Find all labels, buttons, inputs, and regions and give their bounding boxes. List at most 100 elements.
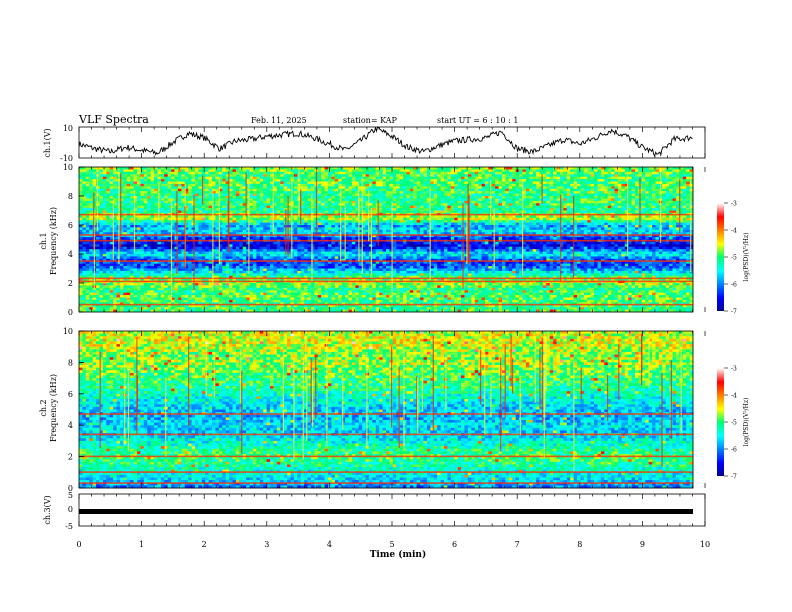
ch1-spectrogram-cell	[342, 196, 346, 199]
ch1-spectrogram-cell	[222, 167, 226, 170]
ch1-spectrogram-cell	[171, 174, 175, 177]
ch1-spectrogram-cell	[396, 191, 400, 194]
ch1-spectrogram-cell	[557, 230, 561, 233]
ch1-spectrogram-cell	[662, 174, 666, 177]
ch1-spectrogram-cell	[649, 230, 653, 233]
ch1-spectrogram-cell	[615, 167, 619, 170]
ch1-spectrogram-cell	[130, 186, 134, 189]
ch1-spectrogram-cell	[280, 225, 284, 228]
ch1-spectrogram-cell	[99, 223, 103, 226]
ch1-spectrogram-cell	[389, 177, 393, 180]
ch1-spectrogram-cell	[444, 172, 448, 175]
ch1-spectrogram-cell	[284, 167, 288, 170]
ch1-spectrogram-cell	[611, 220, 615, 223]
ch1-spectrogram-cell	[277, 201, 281, 204]
ch1-spectrogram-cell	[103, 227, 107, 230]
ch1-spectrogram-cell	[243, 220, 247, 223]
ch1-spectrogram-cell	[621, 169, 625, 172]
ch1-spectrogram-cell	[181, 184, 185, 187]
ch1-spectrogram-cell	[417, 179, 421, 182]
ch1-spectrogram-cell	[280, 215, 284, 218]
ch1-spectrogram-cell	[325, 177, 329, 180]
ch1-spectrogram-cell	[536, 208, 540, 211]
ch1-spectrogram-cell	[591, 208, 595, 211]
ch1-spectrogram-cell	[543, 198, 547, 201]
ch1-spectrogram-cell	[611, 179, 615, 182]
ch1-spectrogram-cell	[403, 208, 407, 211]
ch1-spectrogram-cell	[355, 169, 359, 172]
ch1-spectrogram-cell	[529, 223, 533, 226]
ch1-spectrogram-cell	[655, 184, 659, 187]
ch1-spectrogram-cell	[328, 189, 332, 192]
ch1-spectrogram-cell	[557, 194, 561, 197]
ch1-spectrogram-cell	[567, 218, 571, 221]
ch1-spectrogram-cell	[444, 208, 448, 211]
ch1-spectrogram-cell	[396, 177, 400, 180]
ch1-spectrogram-cell	[649, 191, 653, 194]
ch1-spectrogram-cell	[321, 223, 325, 226]
ch1-spectrogram-cell	[662, 191, 666, 194]
ch1-spectrogram-cell	[328, 223, 332, 226]
ch1-spectrogram-cell	[611, 225, 615, 228]
ch1-spectrogram-cell	[454, 196, 458, 199]
ch1-spectrogram-cell	[178, 182, 182, 185]
ch1-spectrogram-cell	[683, 198, 687, 201]
ch1-spectrogram-cell	[376, 177, 380, 180]
ch1-spectrogram-cell	[533, 182, 537, 185]
ch1-spectrogram-cell	[233, 208, 237, 211]
ch1-spectrogram-cell	[505, 227, 509, 230]
ch1-spectrogram-cell	[533, 196, 537, 199]
ch1-spectrogram-cell	[188, 218, 192, 221]
ch1-spectrogram-cell	[628, 179, 632, 182]
ch1-spectrogram-cell	[645, 177, 649, 180]
ch1-spectrogram-cell	[468, 172, 472, 175]
ch1-spectrogram-cell	[386, 220, 390, 223]
ch1-spectrogram-cell	[669, 191, 673, 194]
ch1-spectrogram-cell	[348, 211, 352, 214]
ch1-spectrogram-cell	[233, 184, 237, 187]
ch1-spectrogram-cell	[632, 177, 636, 180]
ch1-spectrogram-cell	[304, 223, 308, 226]
ch1-spectrogram-cell	[209, 208, 213, 211]
ch1-spectrogram-cell	[137, 220, 141, 223]
ch1-spectrogram-cell	[475, 169, 479, 172]
ch1-spectrogram-cell	[430, 194, 434, 197]
ch1-spectrogram-cell	[284, 169, 288, 172]
ch1-spectrogram-cell	[154, 174, 158, 177]
ch1-spectrogram-cell	[512, 215, 516, 218]
ch1-spectrogram-cell	[325, 189, 329, 192]
ch1-spectrogram-cell	[328, 191, 332, 194]
ch1-spectrogram-cell	[106, 194, 110, 197]
ch1-spectrogram-cell	[604, 179, 608, 182]
ch1-spectrogram-cell	[567, 206, 571, 209]
ch1-spectrogram-cell	[123, 211, 127, 214]
ch1-spectrogram-cell	[383, 172, 387, 175]
ch1-spectrogram-cell	[127, 167, 131, 170]
ch1-spectrogram-cell	[205, 230, 209, 233]
ch1-spectrogram-cell	[396, 174, 400, 177]
ch1-spectrogram-cell	[318, 211, 322, 214]
ch1-spectrogram-cell	[79, 184, 83, 187]
ch1-spectrogram-cell	[229, 167, 233, 170]
ch1-spectrogram-cell	[645, 206, 649, 209]
ch1-spectrogram-cell	[151, 198, 155, 201]
ch1-spectrogram-cell	[642, 211, 646, 214]
ch1-spectrogram-cell	[308, 227, 312, 230]
ch1-spectrogram-cell	[475, 211, 479, 214]
ch1-spectrogram-cell	[512, 182, 516, 185]
ch1-spectrogram-cell	[509, 211, 513, 214]
ch1-spectrogram-cell	[253, 225, 257, 228]
ch1-spectrogram-cell	[325, 186, 329, 189]
ch1-spectrogram-cell	[649, 227, 653, 230]
ch1-spectrogram-cell	[352, 198, 356, 201]
ch1-spectrogram-cell	[502, 191, 506, 194]
ch1-spectrogram-cell	[198, 179, 202, 182]
ch1-spectrogram-cell	[516, 223, 520, 226]
ch1-spectrogram-cell	[287, 186, 291, 189]
ch1-spectrogram-cell	[260, 177, 264, 180]
ch1-spectrogram-cell	[308, 215, 312, 218]
ch1-spectrogram-cell	[294, 179, 298, 182]
ch1-spectrogram-cell	[406, 203, 410, 206]
ch1-spectrogram-cell	[205, 211, 209, 214]
ch1-spectrogram-cell	[328, 198, 332, 201]
